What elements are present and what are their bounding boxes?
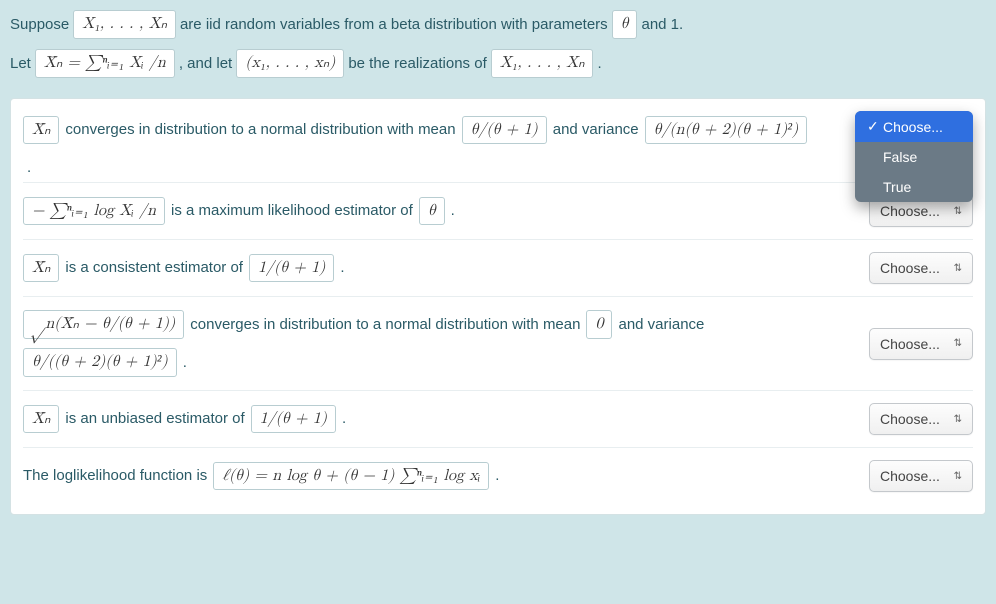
math-expression: √n(X̄ₙ − θ/(θ + 1)) [23,310,184,339]
math-expression: θ [419,197,445,226]
intro-text: Let [10,47,31,80]
chevron-updown-icon: ⇅ [954,414,962,425]
math-expression: X̄ₙ [23,116,59,145]
math-theta: θ [612,10,638,39]
question-fragment: and variance [618,309,704,341]
dropdown-option-label: True [883,179,911,195]
question-fragment: . [340,252,344,284]
question-fragment: . [342,403,346,435]
question-fragment: is a consistent estimator of [65,252,243,284]
choose-label: Choose... [880,468,940,484]
check-icon: ✓ [867,118,879,135]
intro-text: , and let [179,47,232,80]
question-fragment: . [183,347,187,379]
math-expression: − ∑ⁿᵢ₌₁ log Xᵢ /n [23,197,165,226]
question-fragment: . [495,460,499,492]
math-expression: 0 [586,310,612,339]
question-fragment: is a maximum likelihood estimator of [171,195,413,227]
math-expression: θ/(θ + 1) [462,116,547,145]
question-text: The loglikelihood function isℓ(θ) = n lo… [23,460,857,492]
question-row: X̄ₙis an unbiased estimator of1/(θ + 1).… [23,390,973,447]
question-fragment: The loglikelihood function is [23,460,207,492]
choose-label: Choose... [880,260,940,276]
choose-label: Choose... [880,411,940,427]
chevron-updown-icon: ⇅ [954,263,962,274]
answer-control: Choose... ⇅ [869,328,973,360]
question-text: X̄ₙconverges in distribution to a normal… [23,114,843,146]
answer-control: Choose... ⇅ [869,252,973,284]
quiz-page: Suppose X₁, . . . , Xₙ are iid random va… [0,0,996,523]
question-text: √n(X̄ₙ − θ/(θ + 1))converges in distribu… [23,309,857,378]
math-expression: θ/(n(θ + 2)(θ + 1)²) [645,116,808,145]
chevron-updown-icon: ⇅ [954,206,962,217]
math-expression: θ/((θ + 2)(θ + 1)²) [23,348,177,377]
chevron-updown-icon: ⇅ [954,338,962,349]
question-fragment: converges in distribution to a normal di… [190,309,580,341]
choose-select[interactable]: Choose... ⇅ [869,252,973,284]
math-expression: ℓ(θ) = n log θ + (θ − 1) ∑ⁿᵢ₌₁ log xᵢ [213,462,489,491]
question-text: X̄ₙis an unbiased estimator of1/(θ + 1). [23,403,857,435]
choose-label: Choose... [880,336,940,352]
intro-text: Suppose [10,8,69,41]
choose-label: Choose... [880,203,940,219]
intro-block: Suppose X₁, . . . , Xₙ are iid random va… [10,8,986,80]
math-xbar-def: X̄ₙ = ∑ⁿᵢ₌₁ Xᵢ /n [35,49,175,78]
math-expression: X̄ₙ [23,254,59,283]
question-fragment: converges in distribution to a normal di… [65,114,455,146]
question-text: X̄ₙis a consistent estimator of1/(θ + 1)… [23,252,857,284]
question-fragment: . [451,195,455,227]
intro-text: are iid random variables from a beta dis… [180,8,608,41]
question-row: X̄ₙis a consistent estimator of1/(θ + 1)… [23,239,973,296]
question-row: − ∑ⁿᵢ₌₁ log Xᵢ /nis a maximum likelihood… [23,182,973,239]
answer-control: ✓Choose...FalseTrue [855,113,973,147]
math-expression: 1/(θ + 1) [251,405,336,434]
math-expression: 1/(θ + 1) [249,254,334,283]
question-row: The loglikelihood function isℓ(θ) = n lo… [23,447,973,504]
chevron-updown-icon: ⇅ [954,471,962,482]
intro-text: . [597,47,601,80]
questions-panel: X̄ₙconverges in distribution to a normal… [10,98,986,515]
intro-line-2: Let X̄ₙ = ∑ⁿᵢ₌₁ Xᵢ /n , and let (x₁, . .… [10,47,986,80]
choose-select[interactable]: Choose... ⇅ [869,328,973,360]
answer-control: Choose... ⇅ [869,460,973,492]
intro-text: and 1. [641,8,683,41]
intro-line-1: Suppose X₁, . . . , Xₙ are iid random va… [10,8,986,41]
question-fragment: and variance [553,114,639,146]
answer-control: Choose... ⇅ [869,403,973,435]
answer-dropdown-open[interactable]: ✓Choose... False True [855,111,973,202]
question-row: X̄ₙconverges in distribution to a normal… [23,109,973,159]
choose-select[interactable]: Choose... ⇅ [869,460,973,492]
intro-text: be the realizations of [348,47,486,80]
dropdown-option[interactable]: ✓Choose... [855,111,973,142]
dropdown-option-label: False [883,149,917,165]
dropdown-option[interactable]: False [855,142,973,172]
math-expression: X̄ₙ [23,405,59,434]
dropdown-option[interactable]: True [855,172,973,202]
question-row: √n(X̄ₙ − θ/(θ + 1))converges in distribu… [23,296,973,390]
math-vars2: X₁, . . . , Xₙ [491,49,594,78]
math-realizations: (x₁, . . . , xₙ) [236,49,344,78]
trailing-dot: . [23,159,973,182]
choose-select[interactable]: Choose... ⇅ [869,403,973,435]
math-vars: X₁, . . . , Xₙ [73,10,176,39]
dropdown-option-label: Choose... [883,119,943,135]
question-text: − ∑ⁿᵢ₌₁ log Xᵢ /nis a maximum likelihood… [23,195,857,227]
question-fragment: is an unbiased estimator of [65,403,244,435]
